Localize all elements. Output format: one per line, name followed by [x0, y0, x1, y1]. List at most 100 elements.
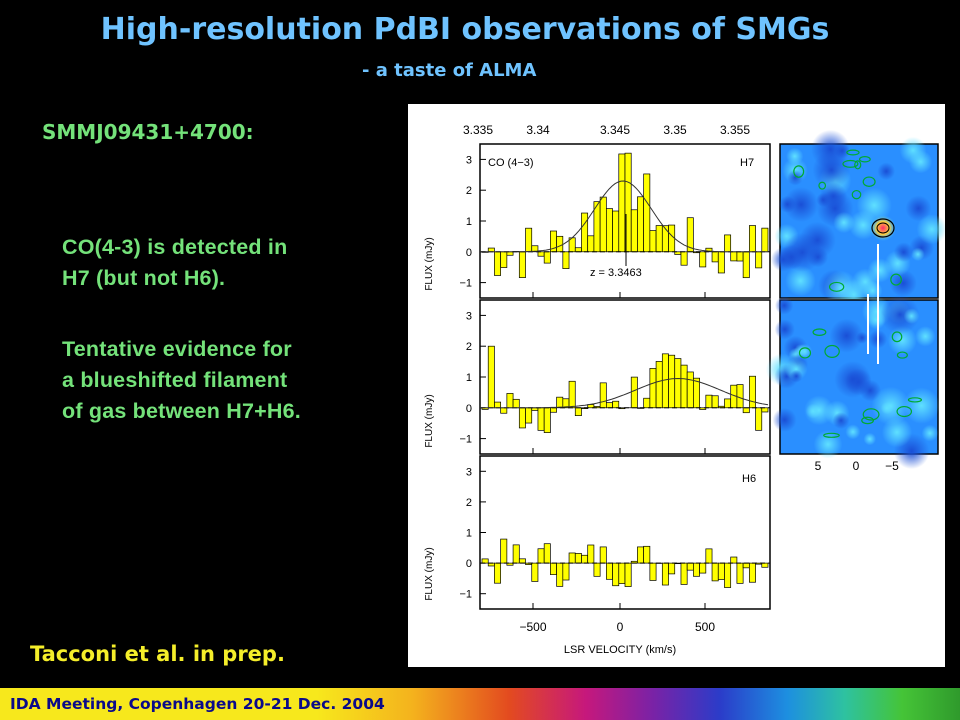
spectrum-bar: [705, 394, 713, 409]
map-contour: [891, 331, 903, 343]
spectrum-bar: [637, 196, 645, 253]
spectrum-bar: [612, 400, 620, 409]
spectrum-bar: [643, 173, 651, 253]
spectrum-bar: [487, 247, 495, 253]
spectrum-bar: [724, 562, 732, 588]
spectrum-bar: [537, 548, 545, 564]
map-blob: [845, 424, 861, 440]
spectrum-bar: [612, 210, 620, 253]
footer-text: IDA Meeting, Copenhagen 20-21 Dec. 2004: [10, 695, 385, 713]
map-contour: [818, 181, 827, 190]
y-tick-label: 1: [466, 216, 472, 228]
map-blob: [855, 331, 869, 344]
spectrum-bar: [500, 538, 508, 564]
paragraph-line: of gas between H7+H6.: [62, 399, 301, 423]
gaussian-fit: [480, 377, 769, 409]
spectrum-bar: [599, 546, 607, 564]
paragraph-line: H7 (but not H6).: [62, 266, 226, 290]
map-blob: [915, 326, 936, 347]
x-tick: −500: [519, 620, 546, 634]
panel-frame: [479, 299, 771, 455]
spatial-map: [770, 129, 945, 310]
map-blob: [775, 296, 794, 315]
map-blob: [899, 136, 927, 164]
map-blob: [832, 412, 850, 429]
map-blob: [903, 387, 940, 424]
spectrum-bar: [699, 251, 707, 268]
redshift-annotation: z = 3.3463: [590, 267, 642, 279]
spectrum-bar: [693, 562, 700, 577]
map-blob: [783, 186, 819, 223]
spectrum-bar: [481, 558, 489, 564]
map-blob: [921, 424, 939, 442]
spectrum-bar: [543, 251, 551, 264]
spectrum-bar: [742, 251, 750, 279]
spectrum-bar: [724, 234, 732, 253]
spectrum-bar: [487, 345, 495, 409]
y-axis-label: FLUX (mJy): [424, 237, 435, 290]
spectrum-bar: [574, 247, 582, 253]
spectrum-bar: [543, 407, 551, 433]
spatial-map: [765, 295, 940, 470]
spectrum-bar: [605, 208, 613, 253]
map-contour: [854, 160, 862, 170]
spectrum-bar: [649, 368, 657, 409]
y-tick-label: 3: [466, 310, 472, 322]
map-tick: 5: [815, 459, 822, 473]
spectrum-bar: [506, 562, 514, 566]
spectrum-bar: [680, 251, 688, 266]
source-contour: [871, 218, 895, 238]
spectrum-bar: [668, 562, 676, 575]
x-tick: 0: [617, 620, 624, 634]
spectrum-bar: [730, 251, 738, 262]
spectrum-bar: [649, 230, 657, 253]
spectrum-bar: [643, 545, 651, 564]
map-blob: [905, 195, 932, 222]
spectrum-bar: [711, 251, 719, 263]
map-contour: [862, 176, 876, 187]
spectrum-bar: [618, 153, 626, 253]
redshift-tick: 3.355: [720, 123, 750, 137]
citation: Tacconi et al. in prep.: [30, 642, 285, 666]
map-contour: [828, 281, 845, 292]
map-blob: [823, 270, 859, 306]
spectrum-bar: [512, 398, 520, 409]
spectrum-bar: [568, 552, 576, 564]
map-blob: [848, 210, 878, 240]
spectrum-bar: [649, 562, 657, 581]
spectrum-bar: [693, 377, 700, 409]
map-blob: [893, 242, 914, 263]
spectra-figure: 3.335 3.34 3.345 3.35 3.355 3 2 1 0 −1 3 2 1 0 −1…: [408, 104, 945, 667]
spectrum-bar: [736, 251, 744, 262]
y-tick-label: −1: [459, 589, 472, 601]
spectrum-bar: [711, 562, 719, 582]
slide-title: High-resolution PdBI observations of SMG…: [100, 12, 830, 47]
x-axis-label: LSR VELOCITY (km/s): [564, 644, 676, 656]
y-tick-label: 0: [466, 558, 472, 570]
spectrum-bar: [556, 396, 564, 409]
y-tick-label: 1: [466, 372, 472, 384]
spectra-figure-svg: 3.335 3.34 3.345 3.35 3.355 3 2 1 0 −1 3 2 1 0 −1…: [424, 123, 945, 656]
spectrum-bar: [630, 376, 638, 409]
spectrum-bar: [599, 196, 607, 253]
spectrum-bar: [624, 562, 632, 587]
spectrum-bar: [531, 245, 539, 253]
map-blob: [785, 265, 816, 297]
spectrum-bar: [556, 562, 564, 587]
spectrum-bar: [717, 562, 725, 580]
spectrum-bar: [518, 251, 526, 278]
map-blob: [880, 295, 920, 335]
spectrum-bar: [674, 358, 682, 409]
panel-label-co43: CO (4−3): [488, 157, 534, 169]
spectrum-bar: [494, 562, 502, 584]
y-axis-label: FLUX (mJy): [424, 547, 435, 600]
spectrum-bar: [742, 562, 750, 569]
map-blob: [819, 182, 848, 211]
spectrum-bar: [761, 227, 769, 253]
spectrum-bar: [506, 393, 514, 409]
gaussian-fit: [480, 180, 768, 253]
spectrum-bar: [736, 562, 744, 584]
spectrum-bar: [655, 361, 663, 409]
map-contour: [824, 344, 840, 358]
map-blob: [863, 432, 877, 446]
